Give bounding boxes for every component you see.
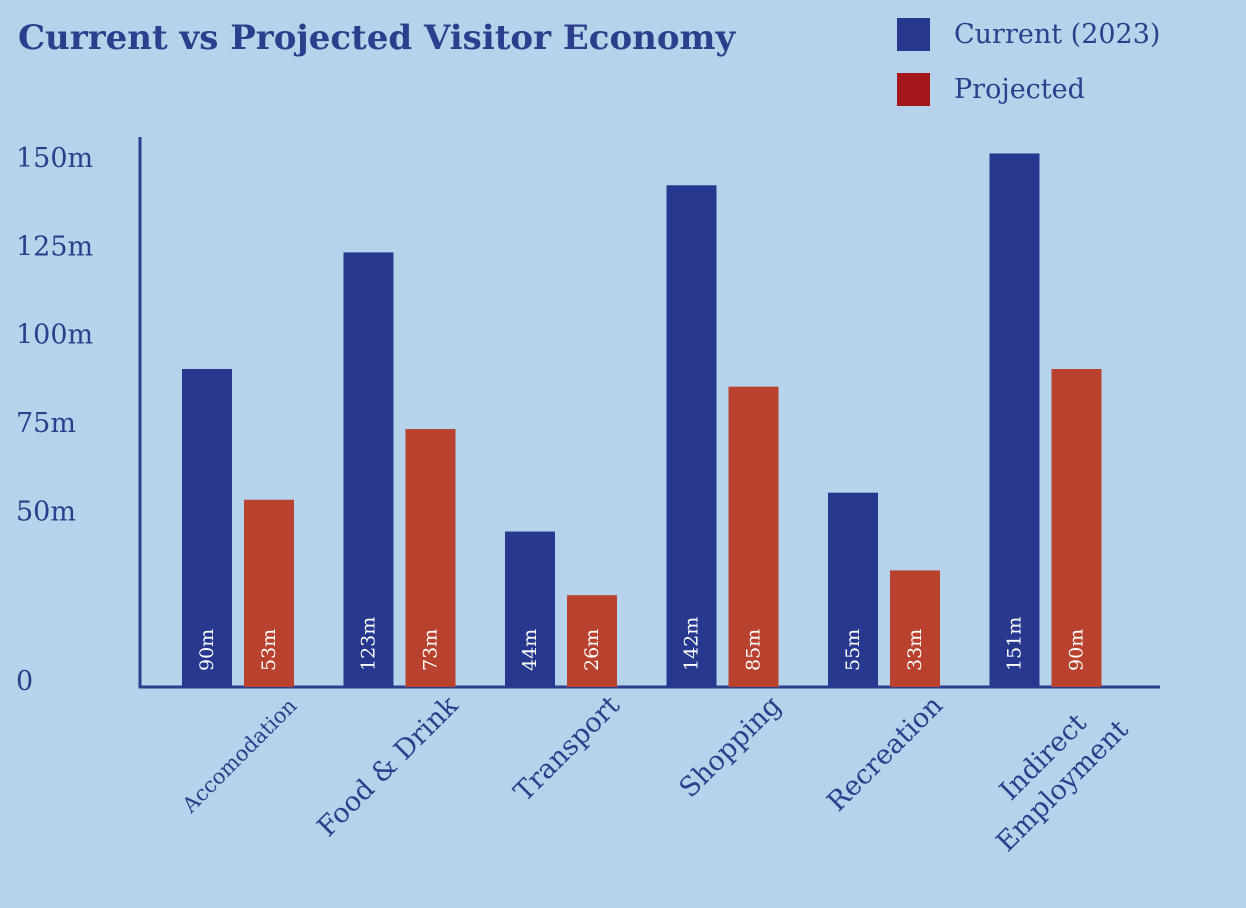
data-label-current: 123m bbox=[358, 617, 380, 671]
x-tick-label: Transport bbox=[508, 690, 626, 808]
bar-projected bbox=[244, 499, 294, 687]
bar-current bbox=[505, 531, 555, 687]
x-tick-label: Shopping bbox=[674, 690, 788, 804]
y-tick-label: 125m bbox=[16, 231, 93, 262]
data-label-projected: 33m bbox=[904, 629, 926, 671]
x-tick-label: Accomodation bbox=[177, 694, 302, 819]
y-tick-label: 0 bbox=[16, 666, 33, 697]
x-tick-label: IndirectEmployment bbox=[967, 690, 1135, 858]
y-tick-label: 100m bbox=[16, 320, 93, 351]
bar-current bbox=[182, 369, 232, 687]
data-label-current: 90m bbox=[196, 629, 218, 671]
legend-item-current: Current (2023) bbox=[897, 17, 1160, 51]
data-label-projected: 90m bbox=[1066, 629, 1088, 671]
chart-title: Current vs Projected Visitor Economy bbox=[18, 18, 736, 58]
bar-projected bbox=[890, 570, 940, 687]
bar-projected bbox=[728, 386, 779, 687]
legend-swatch-current bbox=[897, 17, 930, 51]
data-label-current: 55m bbox=[842, 629, 864, 671]
data-label-projected: 73m bbox=[420, 629, 442, 671]
legend-item-projected: Projected bbox=[897, 72, 1085, 106]
data-label-projected: 26m bbox=[581, 629, 603, 671]
bar-current bbox=[666, 185, 717, 687]
data-label-current: 142m bbox=[681, 617, 703, 671]
legend-swatch-projected bbox=[897, 72, 930, 106]
bar-current bbox=[343, 252, 394, 687]
y-tick-label: 50m bbox=[16, 496, 76, 527]
x-tick-label: Recreation bbox=[821, 690, 949, 818]
bar-current bbox=[989, 153, 1040, 687]
legend-label-current: Current (2023) bbox=[954, 18, 1161, 50]
data-label-projected: 53m bbox=[258, 629, 280, 671]
bar-projected bbox=[405, 429, 456, 687]
y-tick-label: 150m bbox=[16, 143, 93, 174]
bar-projected bbox=[1051, 369, 1102, 687]
x-tick-label: Food & Drink bbox=[312, 690, 465, 843]
y-tick-label: 75m bbox=[16, 408, 76, 439]
bar-projected bbox=[567, 595, 617, 687]
bar-current bbox=[828, 492, 878, 687]
data-label-current: 151m bbox=[1004, 617, 1026, 671]
legend-label-projected: Projected bbox=[954, 73, 1085, 105]
data-label-projected: 85m bbox=[743, 629, 765, 671]
data-label-current: 44m bbox=[519, 629, 541, 671]
